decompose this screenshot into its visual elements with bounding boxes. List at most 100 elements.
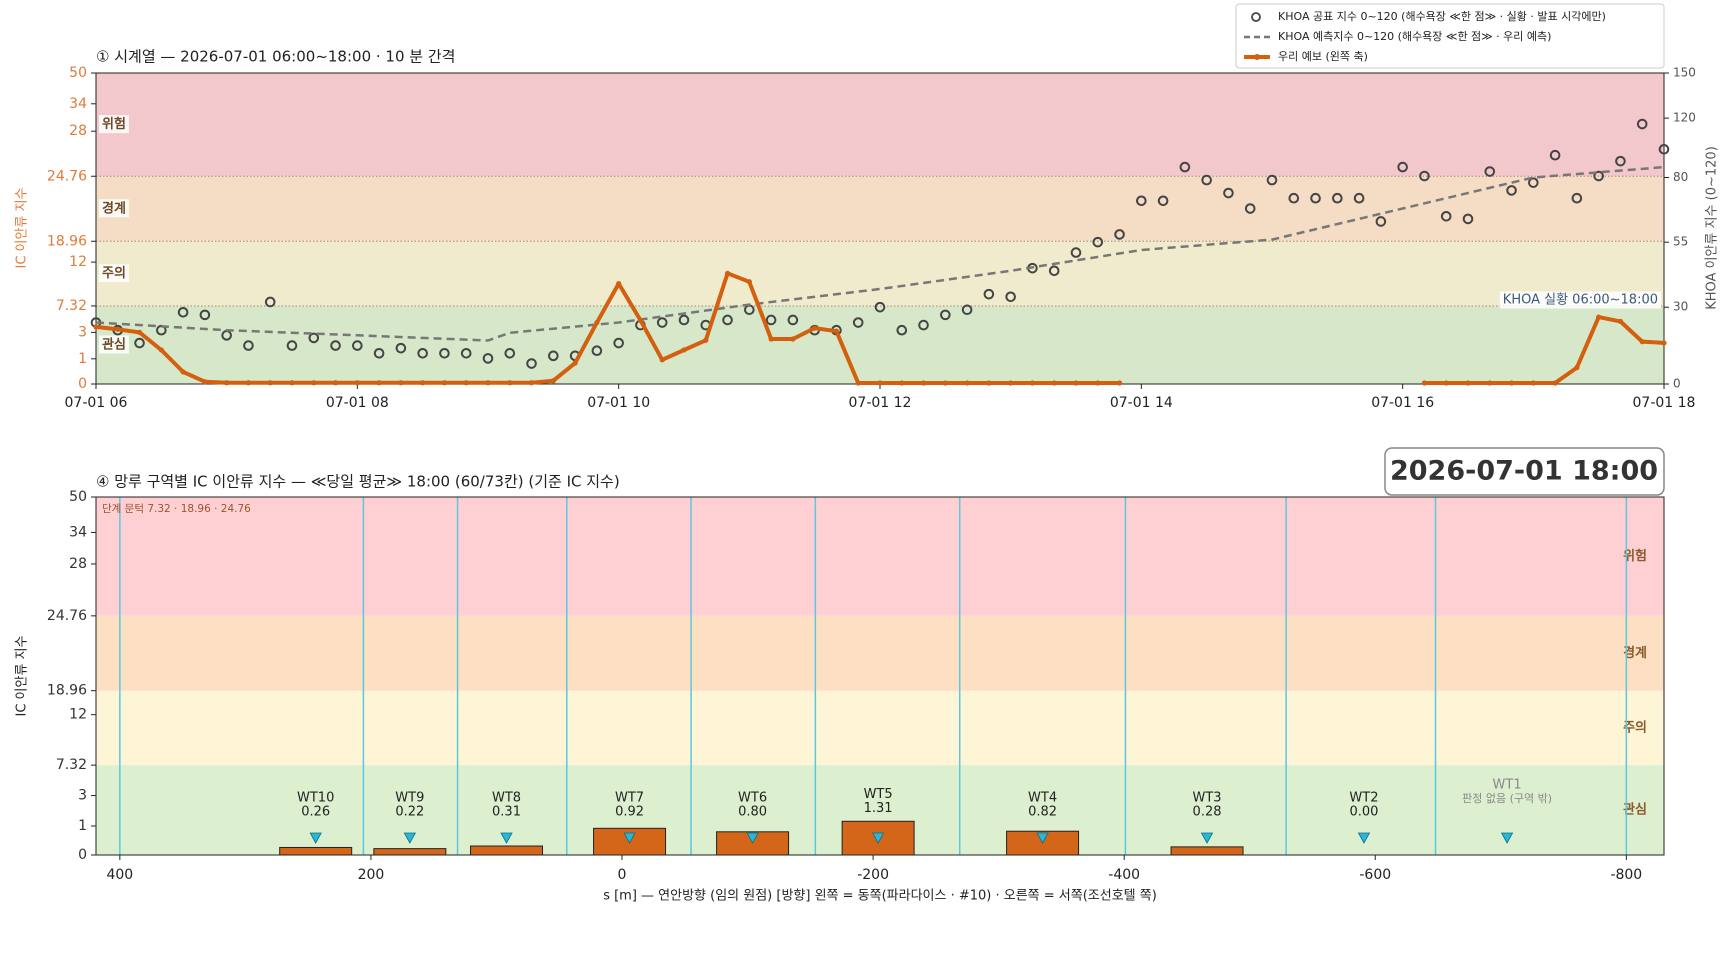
risk-band <box>96 73 1664 177</box>
series-point <box>1530 380 1536 386</box>
khoa-point <box>1375 216 1387 227</box>
series-point <box>1617 318 1624 324</box>
annotation: KHOA 실황 06:00~18:00 <box>1503 293 1658 308</box>
series-point <box>463 380 469 386</box>
legend-marker <box>1254 54 1260 60</box>
zone-name: WT6 <box>738 791 767 806</box>
khoa-point <box>373 347 385 359</box>
series-point <box>528 380 535 386</box>
khoa-point <box>961 304 973 316</box>
khoa-point <box>1114 229 1125 240</box>
series-point <box>768 336 774 342</box>
zone-name: WT4 <box>1028 791 1057 806</box>
khoa-point <box>1266 174 1278 186</box>
zone-marker <box>746 832 759 844</box>
bar <box>373 848 447 856</box>
khoa-point <box>983 288 995 300</box>
y-tick-label: 0 <box>78 847 87 863</box>
y2-tick-label: 150 <box>1673 66 1696 80</box>
khoa-point <box>1048 265 1060 277</box>
bar <box>279 846 353 856</box>
series-point <box>877 380 883 386</box>
timestamp: 2026-07-01 18:00 <box>1390 456 1658 487</box>
khoa-point <box>460 347 472 359</box>
y-tick-label: 28 <box>69 123 87 139</box>
khoa-point <box>1353 192 1365 204</box>
zone-name: WT2 <box>1349 791 1378 806</box>
y-tick-label: 24.76 <box>47 608 87 624</box>
x-tick-label: -200 <box>857 867 889 883</box>
khoa-point <box>1658 143 1670 155</box>
y-axis-label: IC 이안류 지수 <box>15 187 30 268</box>
khoa-point <box>765 314 777 326</box>
khoa-point <box>352 340 363 351</box>
series-point <box>202 379 208 385</box>
series-point <box>790 336 796 342</box>
band-label: 관심 <box>102 336 126 352</box>
khoa-point <box>1615 155 1626 167</box>
y-tick-label: 1 <box>78 351 87 367</box>
series-point <box>180 369 186 375</box>
y-tick-label: 12 <box>69 254 87 270</box>
khoa-point <box>417 347 428 359</box>
series-point <box>1639 339 1645 345</box>
series-point <box>115 326 121 332</box>
khoa-point <box>1419 170 1430 182</box>
x-tick-label: -600 <box>1359 867 1391 883</box>
khoa-point <box>1528 177 1539 188</box>
khoa-point <box>1201 174 1212 186</box>
khoa-point <box>134 337 145 349</box>
series-point <box>637 317 644 323</box>
x-tick-label: 07-01 14 <box>1110 395 1173 411</box>
zone-marker <box>309 832 322 844</box>
label-background <box>99 199 129 218</box>
band-label: 주의 <box>102 265 126 281</box>
x-tick-label: 0 <box>618 867 627 883</box>
label-background <box>1499 291 1661 309</box>
khoa-point <box>940 309 951 321</box>
khoa-point <box>1179 161 1191 173</box>
series-point <box>485 380 491 386</box>
zone-name: WT7 <box>615 791 644 806</box>
y-axis-label: IC 이안류 지수 <box>15 635 30 716</box>
y-tick-label: 50 <box>69 489 87 505</box>
khoa-point <box>330 340 341 351</box>
series-point <box>1508 380 1515 386</box>
zone-marker <box>1500 832 1514 844</box>
series-point <box>267 380 273 386</box>
annotation: 단계 문턱 7.32 · 18.96 · 24.76 <box>102 503 251 515</box>
khoa-point <box>1571 192 1583 204</box>
band-label: 경계 <box>102 200 126 216</box>
band-label: 경계 <box>1623 645 1647 661</box>
series-point <box>332 380 339 386</box>
khoa-point <box>1070 247 1082 258</box>
series-point <box>289 380 295 386</box>
series-point <box>311 380 317 386</box>
series-line <box>95 271 1665 385</box>
zone-name: WT10 <box>297 791 334 806</box>
khoa-point <box>548 350 559 362</box>
series-point <box>1073 380 1079 386</box>
x-tick-label: -400 <box>1108 867 1140 883</box>
khoa-point <box>1549 149 1561 161</box>
series-point <box>920 380 927 386</box>
zone-marker <box>1036 832 1049 844</box>
khoa-point <box>526 358 537 369</box>
series-point <box>812 325 818 331</box>
khoa-point <box>918 319 929 331</box>
zone-marker <box>1200 832 1214 844</box>
y2-axis-label: KHOA 이안류 지수 (0~120) <box>1705 146 1720 310</box>
series-point <box>746 279 752 285</box>
series-point <box>354 380 360 386</box>
khoa-point <box>1593 170 1604 182</box>
series-point <box>855 380 861 386</box>
risk-band <box>96 497 1664 616</box>
khoa-point <box>482 353 494 364</box>
series-point <box>441 380 448 386</box>
series-point <box>899 380 905 386</box>
khoa-point <box>1332 192 1343 204</box>
legend-label: 우리 예보 (왼쪽 축) <box>1278 49 1368 63</box>
khoa-point <box>1244 203 1256 214</box>
zone-marker <box>871 832 885 844</box>
legend-box <box>1235 3 1665 69</box>
